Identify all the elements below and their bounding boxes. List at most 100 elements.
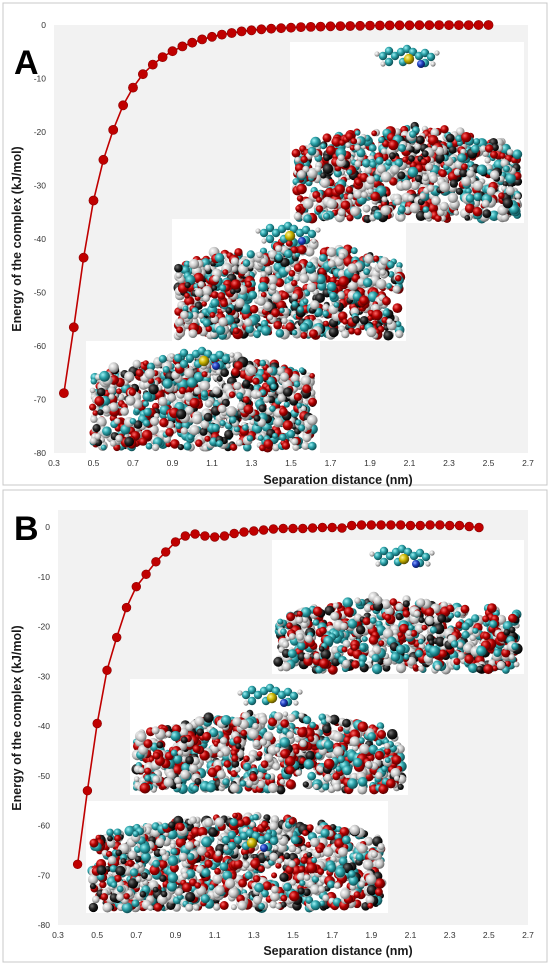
panel-a-data-point [444,20,454,30]
ligand-atom [265,234,275,244]
surface-atom [397,171,406,180]
surface-atom [326,198,338,210]
surface-atom [460,604,470,614]
surface-atom [373,211,382,220]
surface-atom [386,283,392,289]
panel-a-data-point [483,20,494,30]
surface-atom [465,193,475,203]
surface-atom [309,373,316,379]
surface-atom [286,622,293,629]
surface-atom [219,420,226,427]
surface-atom [223,760,232,768]
surface-atom [420,158,428,166]
surface-atom [274,746,281,753]
ligand-atom [173,353,183,363]
surface-atom [211,285,218,291]
surface-atom [260,760,269,769]
surface-atom [388,271,395,278]
surface-atom [371,130,378,137]
surface-atom [375,771,383,780]
surface-atom [174,776,182,785]
surface-atom [99,881,107,889]
surface-atom [242,379,250,388]
surface-atom [455,621,463,629]
panel-a-ylabel: Energy of the complex (kJ/mol) [10,146,24,331]
ligand-atom [266,692,278,704]
surface-atom [303,652,311,660]
surface-atom [279,407,288,417]
surface-atom [362,204,371,213]
surface-atom [511,642,519,651]
surface-atom [313,653,321,660]
surface-atom [324,187,335,198]
surface-atom [276,785,286,795]
surface-atom [256,751,263,757]
surface-atom [296,195,304,202]
surface-atom [260,258,268,265]
surface-atom [202,294,210,303]
ligand-atom [408,47,418,57]
panel-a-data-point [404,20,415,31]
surface-atom [351,660,360,669]
panel-a-data-point [59,388,69,398]
surface-atom [464,654,474,664]
surface-atom [308,272,319,283]
surface-atom [447,192,459,203]
surface-atom [92,410,99,416]
surface-atom [249,304,259,314]
surface-atom [367,315,374,322]
surface-atom [347,778,358,789]
surface-atom [239,780,247,787]
surface-atom [275,245,283,253]
surface-atom [152,752,161,760]
surface-atom [403,654,410,660]
surface-atom [368,635,379,645]
surface-atom [309,721,317,729]
ligand-atom [426,52,436,62]
surface-atom [260,291,267,298]
surface-atom [186,377,198,388]
surface-atom [318,267,327,276]
surface-atom [188,329,198,338]
surface-atom [279,433,287,441]
surface-atom [323,740,334,750]
surface-atom [506,149,514,156]
ligand-atom [289,224,299,234]
surface-atom [329,291,337,300]
surface-atom [234,766,241,773]
surface-atom [243,404,254,415]
surface-atom [472,206,483,217]
ligand-atom [390,51,400,61]
surface-atom [237,402,245,411]
surface-atom [378,640,385,647]
surface-atom [290,246,298,254]
surface-atom [268,717,278,727]
surface-atom [453,168,461,176]
panel-a-y-tick-label: -80 [34,448,47,458]
surface-atom [300,405,307,412]
surface-atom [471,614,480,623]
surface-atom [354,328,362,336]
ligand-atom [380,61,386,67]
surface-atom [503,165,510,173]
surface-atom [446,604,454,612]
surface-atom [351,644,358,651]
surface-atom [291,280,298,287]
ligand-atom [385,551,395,561]
surface-atom [202,318,211,327]
surface-atom [295,205,302,212]
ligand-atom [425,561,431,567]
surface-atom [150,416,160,426]
surface-atom [189,763,199,774]
surface-atom [369,617,377,624]
surface-atom [357,777,368,787]
surface-atom [313,783,319,790]
surface-atom [116,388,122,395]
surface-atom [413,610,421,618]
surface-atom [96,387,106,397]
panel-a-y-tick-label: -20 [34,127,47,137]
surface-atom [230,749,238,757]
surface-atom [337,291,345,299]
ligand-atom [379,546,389,556]
surface-atom [321,718,327,725]
